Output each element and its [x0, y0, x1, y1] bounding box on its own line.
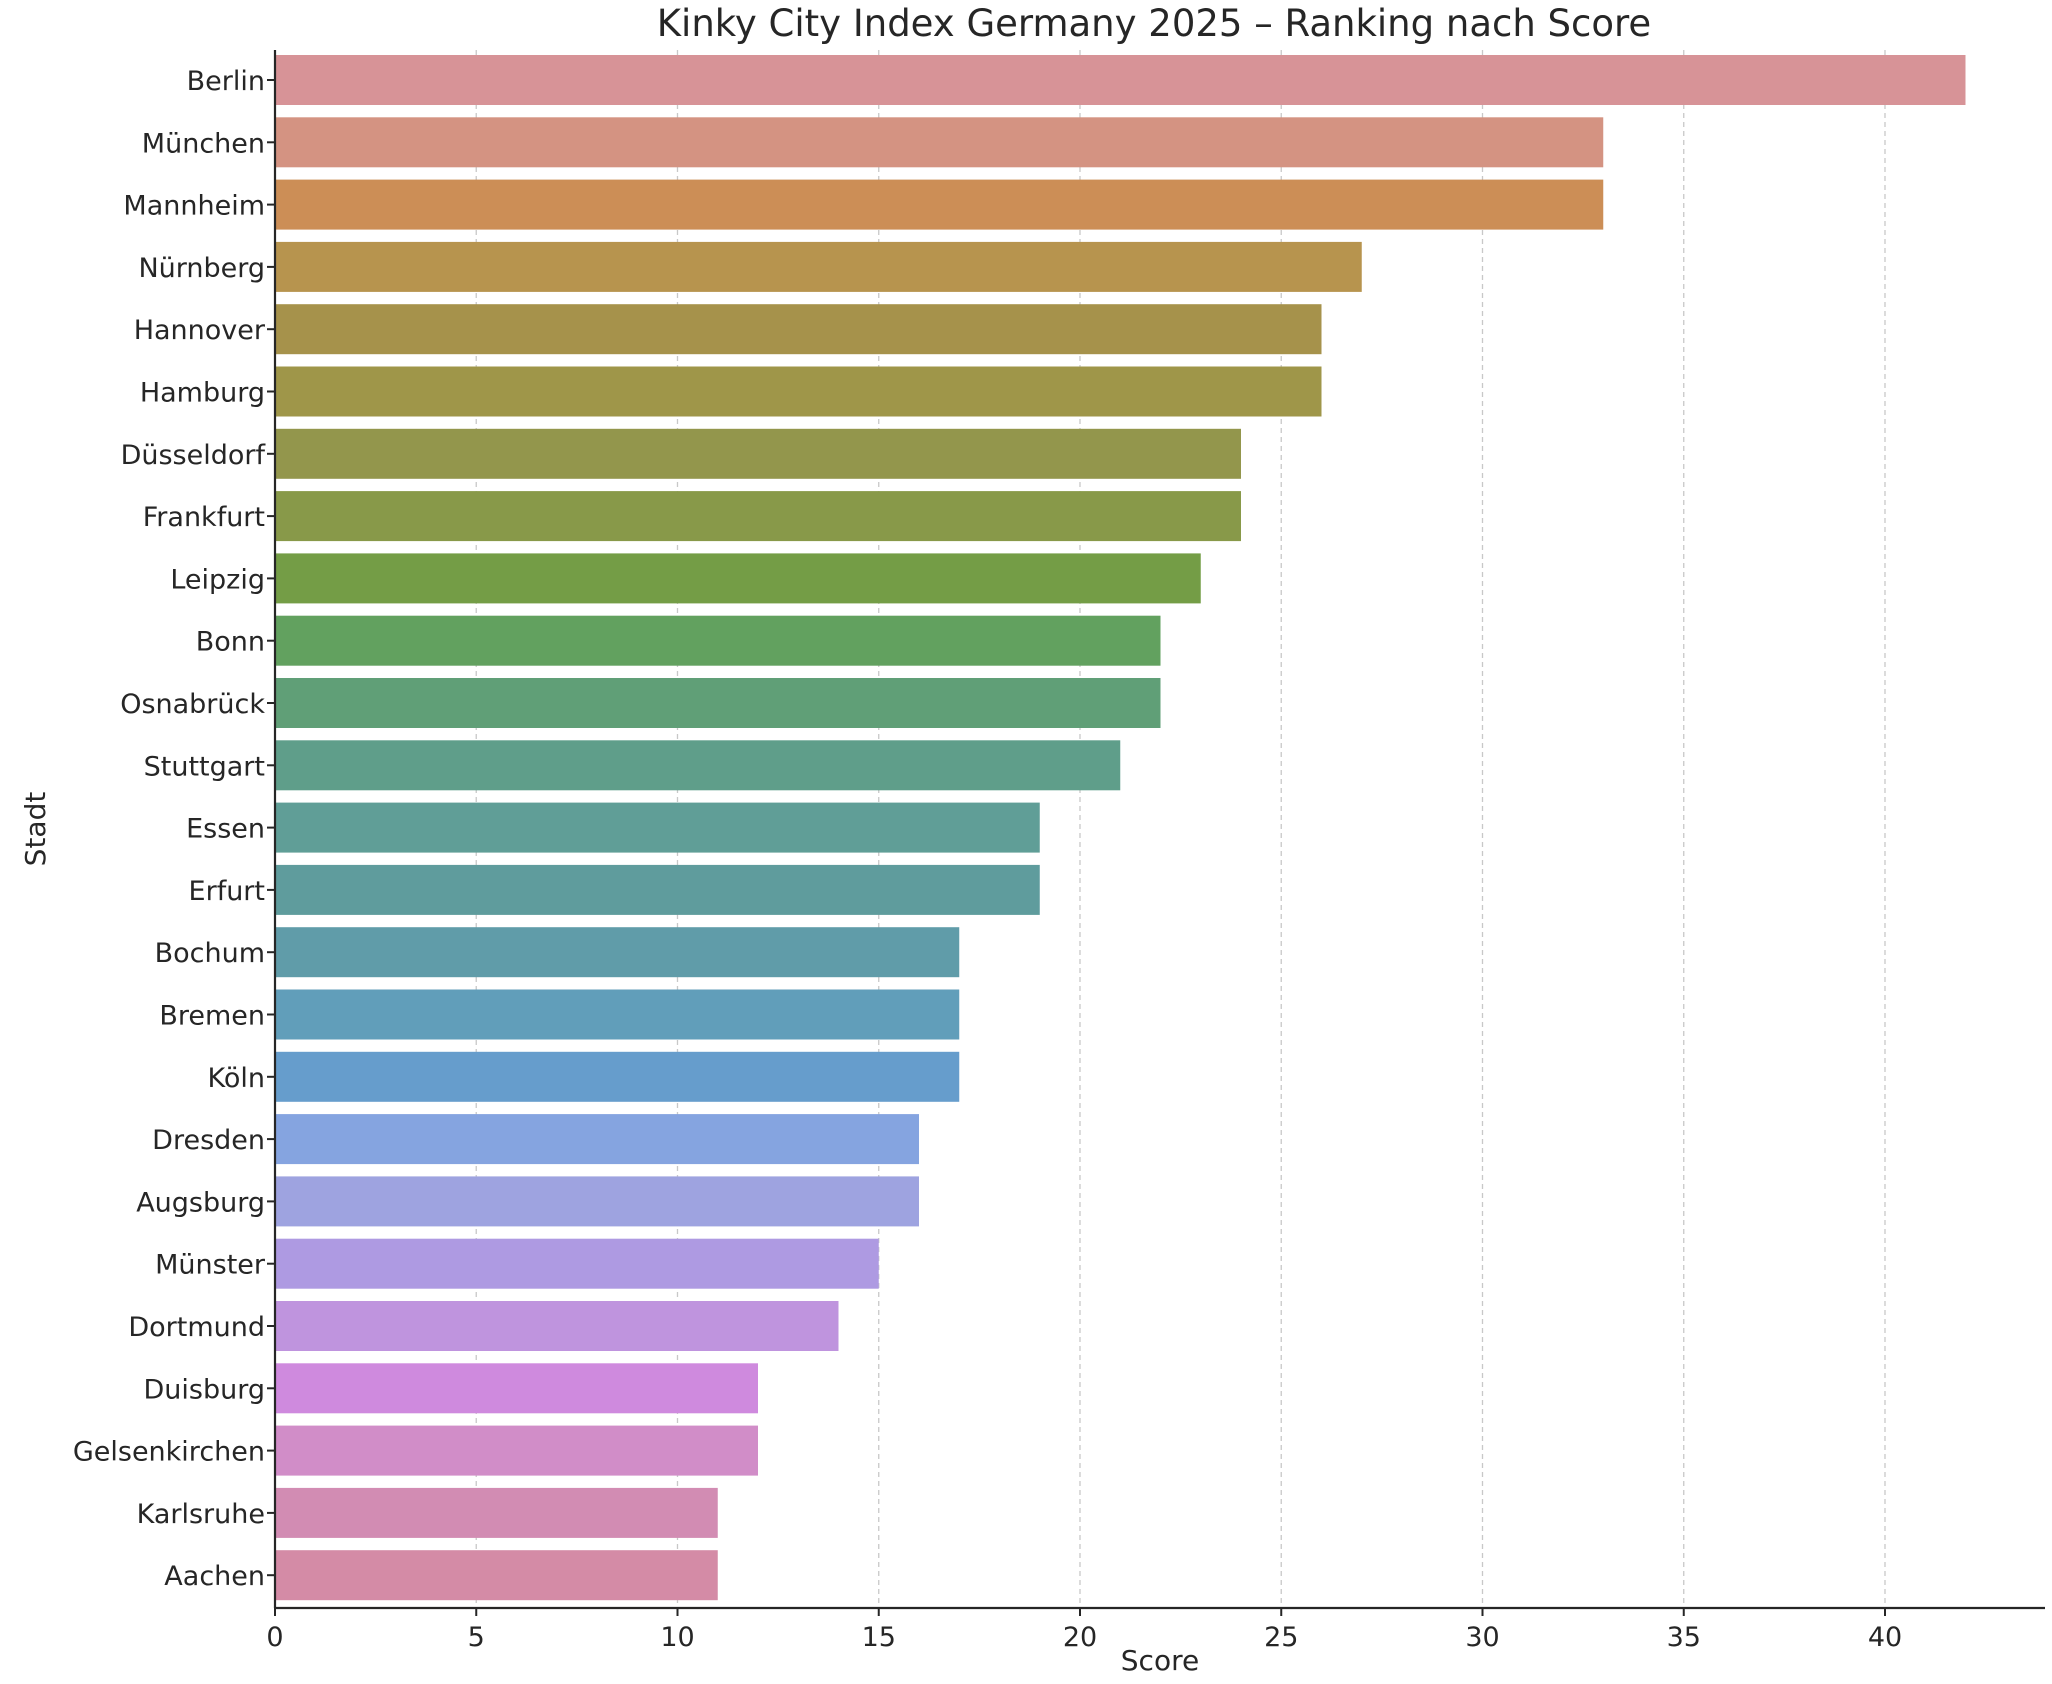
category-labels: Berlin München Mannheim Nürnberg Hannover Ham…	[73, 66, 275, 1592]
x-tick-label-0: 0	[266, 1622, 283, 1653]
y-axis-label: Stadt	[19, 792, 52, 867]
x-tick-label-8: 40	[1868, 1622, 1902, 1653]
category-label-22: Gelsenkirchen	[73, 1437, 265, 1468]
bar-14	[275, 927, 960, 978]
category-label-2: Mannheim	[123, 191, 265, 222]
bar-20	[275, 1301, 839, 1351]
category-label-6: Düsseldorf	[121, 440, 267, 471]
bar-11	[275, 740, 1121, 791]
bar-3	[275, 241, 1362, 292]
category-label-17: Dresden	[152, 1125, 265, 1156]
category-label-15: Bremen	[159, 1001, 265, 1032]
chart-title: Kinky City Index Germany 2025 – Ranking …	[657, 2, 1651, 45]
x-tick-label-1: 5	[468, 1622, 485, 1653]
bar-0	[275, 55, 1966, 105]
bar-6	[275, 428, 1241, 479]
category-label-10: Osnabrück	[120, 689, 265, 720]
bar-19	[275, 1238, 879, 1289]
bar-23	[275, 1487, 718, 1538]
bar-15	[275, 989, 960, 1040]
bar-9	[275, 615, 1161, 666]
bar-1	[275, 117, 1604, 168]
bar-7	[275, 491, 1241, 542]
x-tick-label-6: 30	[1465, 1622, 1499, 1653]
category-label-19: Münster	[155, 1250, 266, 1281]
bar-22	[275, 1425, 758, 1476]
bar-5	[275, 366, 1322, 417]
bar-24	[275, 1550, 718, 1601]
x-tick-label-7: 35	[1667, 1622, 1701, 1653]
bar-13	[275, 864, 1040, 915]
category-label-20: Dortmund	[128, 1312, 265, 1343]
bar-17	[275, 1114, 919, 1165]
bar-4	[275, 304, 1322, 355]
bar-21	[275, 1363, 758, 1414]
category-label-21: Duisburg	[144, 1374, 266, 1405]
bar-18	[275, 1176, 919, 1227]
category-label-5: Hamburg	[140, 378, 265, 409]
x-ticks: 0 5 10 15 20 25 30 35 40	[266, 1608, 1902, 1653]
category-label-16: Köln	[208, 1063, 266, 1094]
category-label-1: München	[142, 128, 265, 159]
bar-8	[275, 553, 1201, 604]
category-label-3: Nürnberg	[138, 253, 265, 284]
bars	[275, 55, 1966, 1601]
bar-10	[275, 678, 1161, 728]
bar-2	[275, 179, 1604, 230]
bar-16	[275, 1051, 960, 1102]
x-tick-label-2: 10	[660, 1622, 694, 1653]
category-label-9: Bonn	[196, 627, 265, 658]
x-tick-label-3: 15	[862, 1622, 896, 1653]
category-label-8: Leipzig	[170, 564, 265, 595]
x-axis-label: Score	[1121, 1644, 1199, 1677]
category-label-13: Erfurt	[189, 876, 265, 907]
x-tick-label-5: 25	[1264, 1622, 1298, 1653]
bar-12	[275, 802, 1040, 853]
x-tick-label-4: 20	[1063, 1622, 1097, 1653]
category-label-12: Essen	[186, 814, 265, 845]
category-label-14: Bochum	[155, 938, 265, 969]
category-label-24: Aachen	[164, 1561, 265, 1592]
category-label-0: Berlin	[187, 66, 265, 97]
category-label-18: Augsburg	[136, 1187, 265, 1218]
category-label-4: Hannover	[134, 315, 266, 346]
category-label-23: Karlsruhe	[137, 1499, 265, 1530]
category-label-7: Frankfurt	[143, 502, 265, 533]
category-label-11: Stuttgart	[144, 751, 265, 782]
